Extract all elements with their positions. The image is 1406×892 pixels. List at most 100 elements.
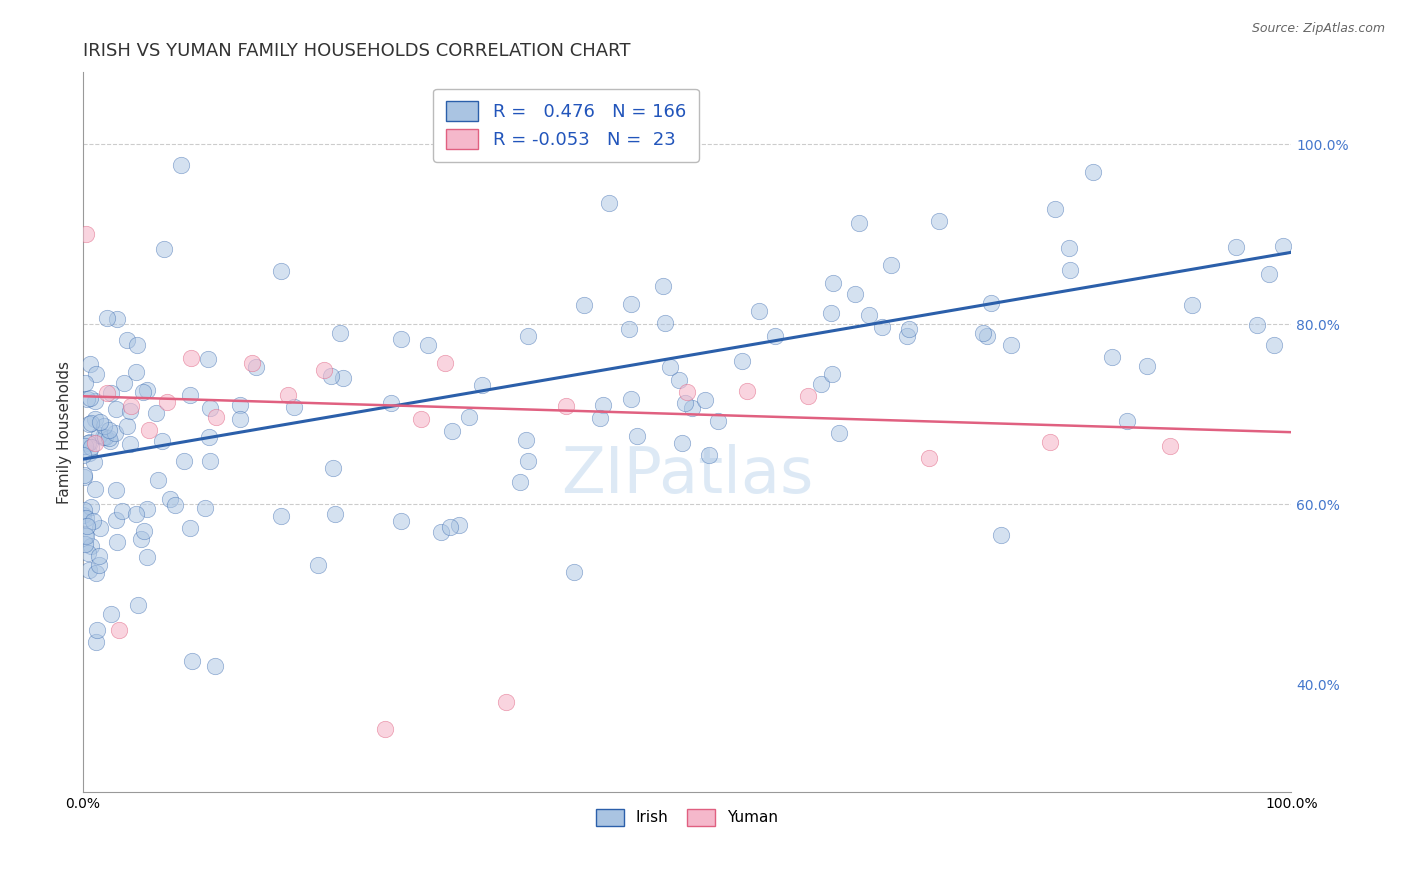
Point: [270, 508, 292, 523]
Point: [105, 535, 128, 549]
Point: [440, 424, 463, 438]
Point: [75, 227, 97, 242]
Point: [89, 520, 111, 534]
Point: [797, 389, 820, 403]
Point: [170, 158, 193, 172]
Point: [131, 532, 153, 546]
Point: [125, 365, 148, 379]
Point: [84, 367, 107, 381]
Point: [1181, 298, 1204, 312]
Point: [928, 214, 950, 228]
Point: [89, 415, 111, 429]
Point: [138, 423, 160, 437]
Point: [418, 338, 440, 352]
Point: [105, 312, 128, 326]
Point: [1263, 338, 1285, 352]
Point: [96, 311, 118, 326]
Point: [447, 518, 470, 533]
Point: [104, 483, 127, 497]
Point: [80, 539, 103, 553]
Point: [73, 537, 96, 551]
Point: [72, 448, 94, 462]
Point: [307, 558, 329, 572]
Point: [270, 264, 292, 278]
Point: [676, 385, 699, 400]
Point: [197, 352, 219, 367]
Point: [84, 635, 107, 649]
Point: [652, 278, 675, 293]
Point: [84, 566, 107, 580]
Point: [283, 401, 305, 415]
Point: [1059, 263, 1081, 277]
Point: [277, 388, 299, 402]
Point: [180, 654, 202, 668]
Point: [658, 359, 681, 374]
Point: [204, 409, 226, 424]
Point: [117, 333, 139, 347]
Point: [980, 296, 1002, 310]
Text: ZIPatlas: ZIPatlas: [561, 444, 813, 507]
Point: [125, 507, 148, 521]
Point: [79, 392, 101, 406]
Point: [198, 401, 221, 416]
Point: [79, 440, 101, 454]
Point: [458, 410, 481, 425]
Point: [73, 503, 96, 517]
Point: [173, 454, 195, 468]
Point: [1116, 414, 1139, 428]
Point: [83, 436, 105, 450]
Point: [322, 460, 344, 475]
Point: [332, 370, 354, 384]
Point: [572, 298, 595, 312]
Point: [389, 332, 412, 346]
Point: [1000, 338, 1022, 352]
Point: [620, 297, 643, 311]
Point: [118, 403, 141, 417]
Point: [127, 598, 149, 612]
Point: [75, 376, 97, 390]
Point: [83, 455, 105, 469]
Point: [329, 326, 352, 341]
Point: [145, 406, 167, 420]
Point: [77, 563, 100, 577]
Point: [229, 398, 252, 412]
Point: [136, 383, 159, 397]
Point: [148, 473, 170, 487]
Point: [163, 498, 186, 512]
Point: [810, 376, 832, 391]
Point: [848, 216, 870, 230]
Point: [125, 338, 148, 352]
Point: [555, 399, 578, 413]
Point: [156, 394, 179, 409]
Point: [84, 393, 107, 408]
Point: [150, 434, 173, 448]
Point: [828, 425, 851, 440]
Point: [108, 623, 131, 637]
Point: [180, 351, 202, 366]
Point: [96, 386, 118, 401]
Point: [86, 624, 108, 638]
Point: [136, 550, 159, 565]
Point: [430, 525, 453, 540]
Point: [1246, 318, 1268, 332]
Point: [697, 448, 720, 462]
Point: [434, 356, 457, 370]
Point: [73, 467, 96, 482]
Point: [1039, 435, 1062, 450]
Point: [77, 546, 100, 560]
Point: [380, 396, 402, 410]
Point: [517, 329, 540, 343]
Point: [707, 414, 730, 428]
Point: [77, 435, 100, 450]
Point: [198, 453, 221, 467]
Point: [93, 418, 115, 433]
Point: [198, 429, 221, 443]
Point: [681, 401, 703, 415]
Point: [763, 328, 786, 343]
Point: [1057, 241, 1080, 255]
Point: [990, 528, 1012, 542]
Point: [131, 385, 153, 400]
Point: [87, 558, 110, 573]
Point: [896, 329, 918, 343]
Point: [79, 357, 101, 371]
